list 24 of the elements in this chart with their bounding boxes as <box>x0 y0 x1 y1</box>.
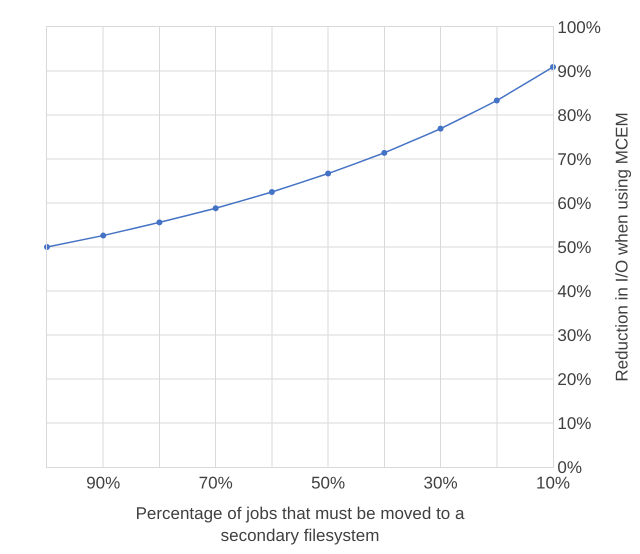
y-axis-title: Reduction in I/O when using MCEM <box>612 112 632 382</box>
y-tick-label: 90% <box>557 62 592 81</box>
point <box>156 219 162 226</box>
y-tick-label: 30% <box>557 326 592 345</box>
x-tick-label: 50% <box>311 474 346 492</box>
x-axis-title: Percentage of jobs that must be moved to a secondary filesystem <box>136 504 465 545</box>
x-tick-label: 30% <box>424 474 458 492</box>
y-tick-label: 40% <box>557 282 592 301</box>
point <box>381 150 388 156</box>
y-tick-label: 100% <box>557 18 601 37</box>
y-tick-label: 20% <box>557 370 592 389</box>
y-tick-label: 70% <box>557 150 592 169</box>
point <box>494 97 500 104</box>
y-tick-label: 50% <box>557 238 592 257</box>
point <box>100 232 106 239</box>
y-tick-label: 10% <box>557 414 592 433</box>
point <box>268 189 275 195</box>
y-tick-label: 60% <box>557 194 592 213</box>
point <box>325 170 332 177</box>
point <box>438 126 444 132</box>
x-tick-label: 90% <box>86 474 120 492</box>
y-tick-label: 80% <box>557 106 592 125</box>
point <box>212 205 219 212</box>
x-tick-label: 70% <box>198 474 233 492</box>
